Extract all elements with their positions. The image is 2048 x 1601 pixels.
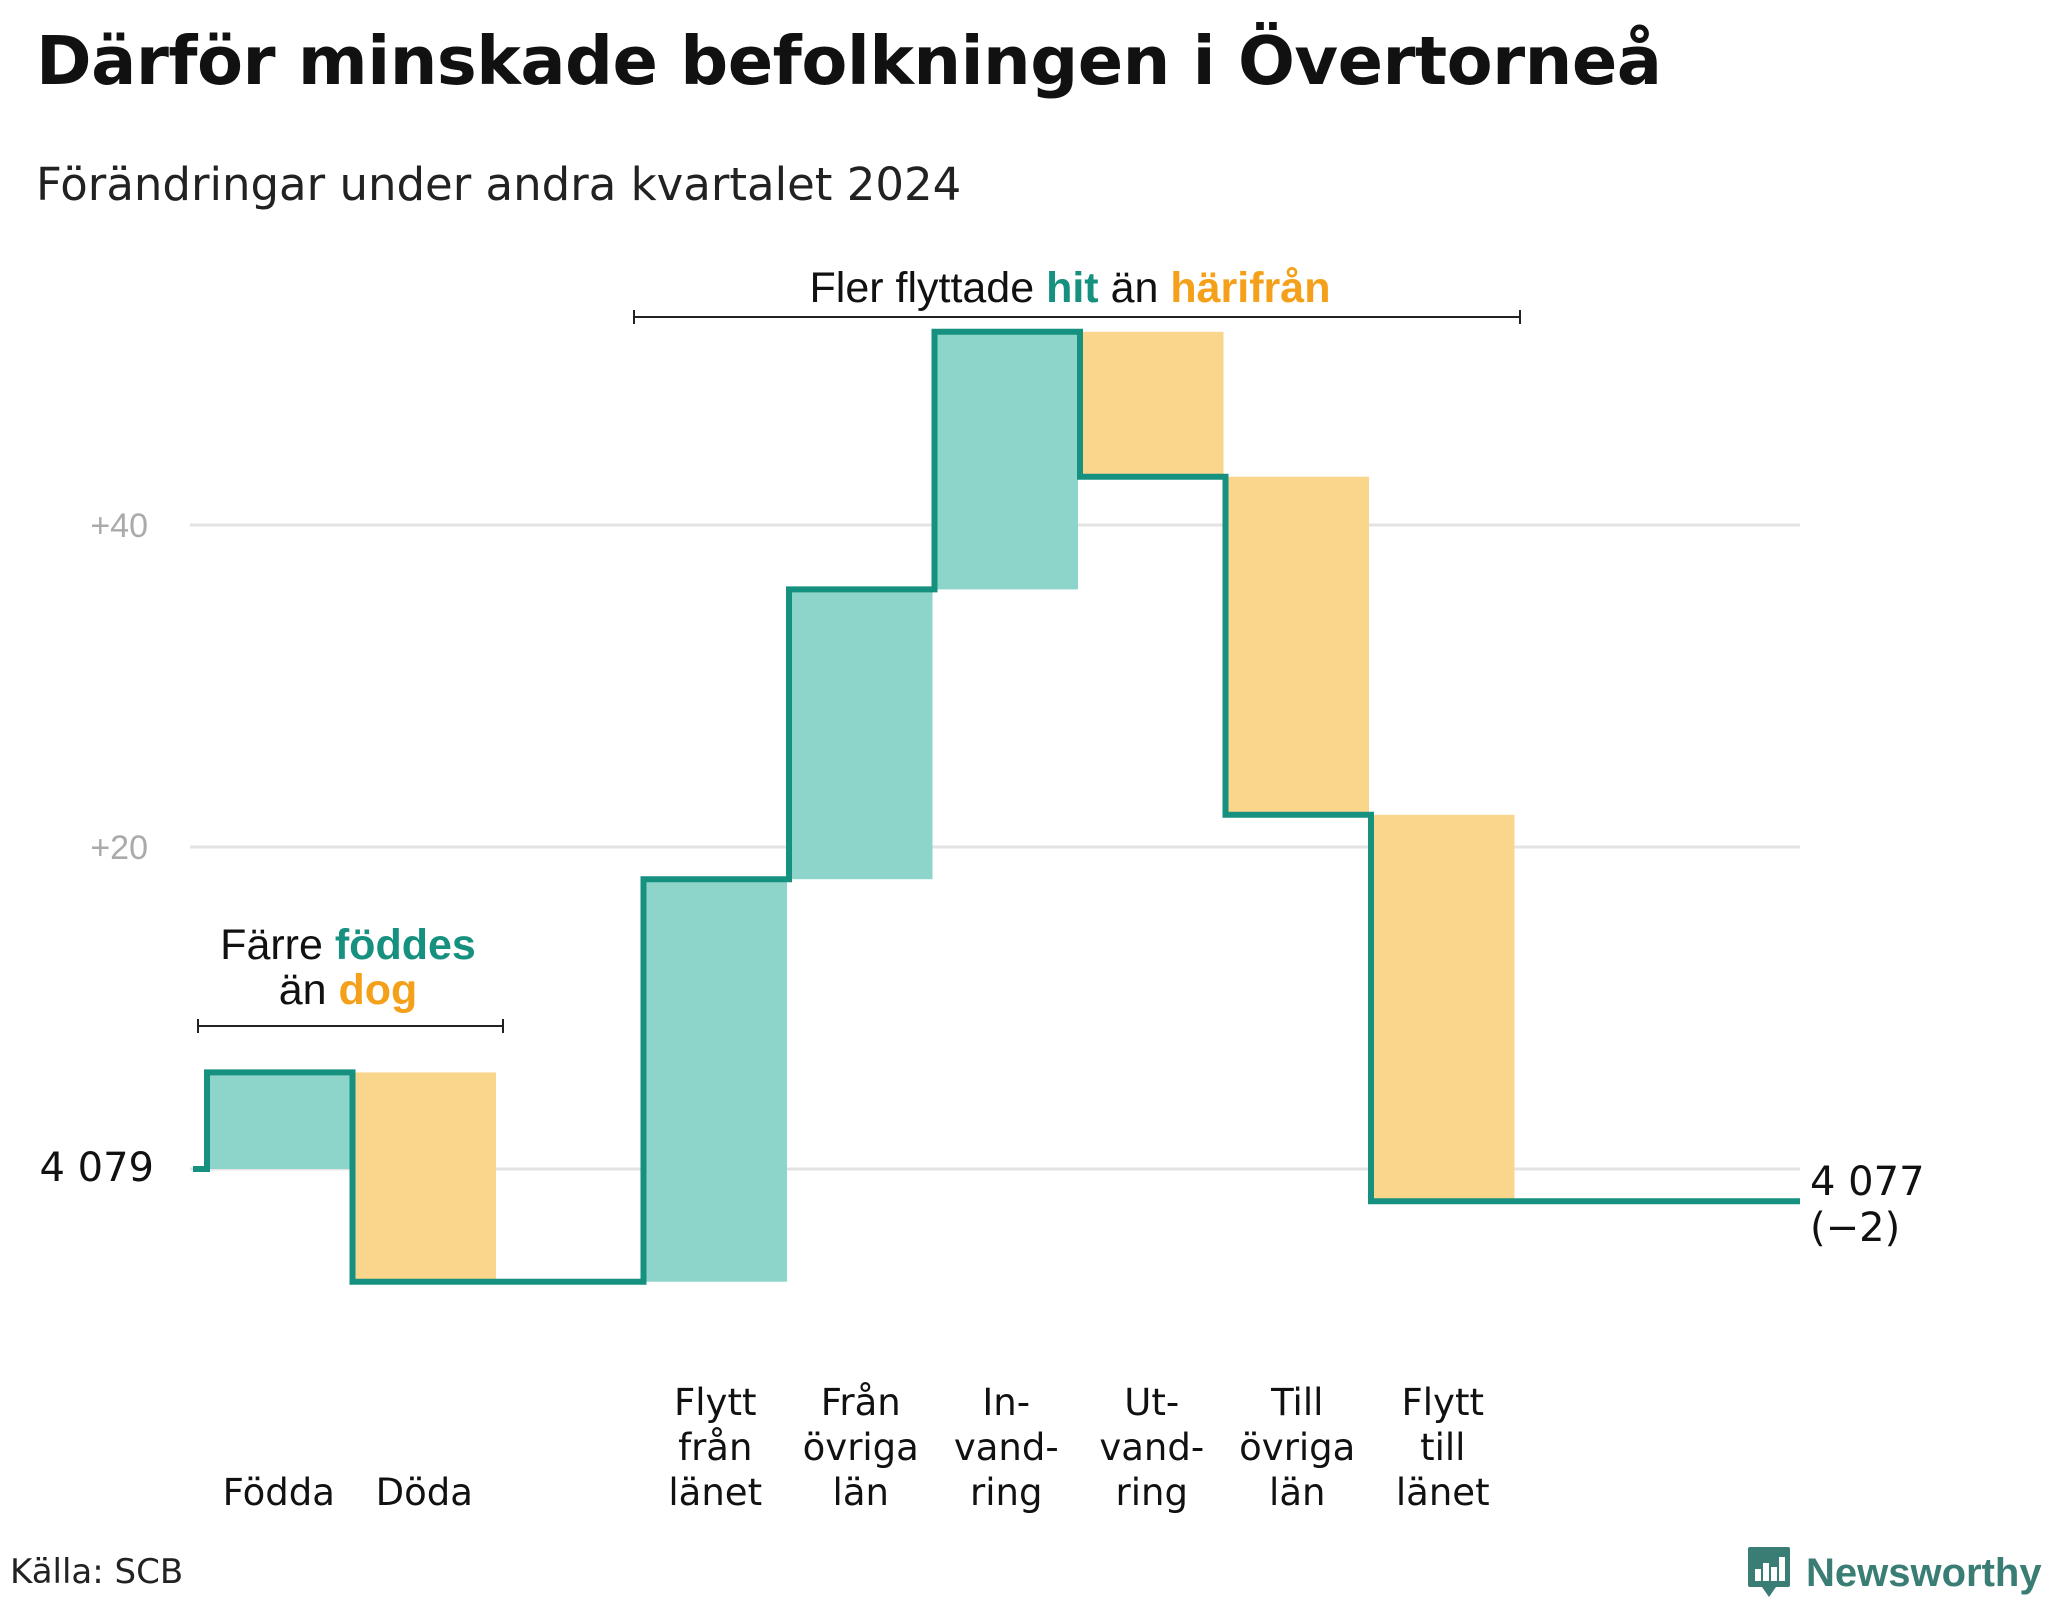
x-category-label: In- [982, 1381, 1030, 1424]
bar-till-övriga-län [1225, 476, 1369, 815]
final-change-label: (−2) [1810, 1205, 1900, 1251]
newsworthy-logo-icon [1748, 1547, 1790, 1597]
chart-title: Därför minskade befolkningen i Övertorne… [36, 22, 1662, 100]
y-tick-label: +40 [90, 507, 148, 545]
brand-name: Newsworthy [1806, 1550, 2042, 1595]
annotation-births: Färre föddes än dog [197, 921, 504, 1033]
chart-subtitle: Förändringar under andra kvartalet 2024 [36, 158, 962, 211]
bar-invandring [934, 331, 1078, 590]
annotation-moves-highlight-harifran: härifrån [1170, 264, 1330, 312]
x-category-label: län [833, 1471, 889, 1514]
annotation-moves-highlight-hit: hit [1046, 264, 1099, 312]
y-tick-label: +20 [90, 829, 148, 867]
source-note: Källa: SCB [10, 1552, 184, 1592]
baseline-label: 4 079 [39, 1145, 154, 1191]
bar-flytt-till-länet [1371, 814, 1515, 1202]
x-category-label: länet [1396, 1471, 1490, 1514]
bar-utvandring [1080, 331, 1224, 477]
x-category-label: Ut- [1124, 1381, 1179, 1424]
x-category-label: ring [970, 1471, 1042, 1514]
bar-födda [207, 1072, 351, 1169]
annotation-births-highlight-dog: dog [338, 966, 417, 1014]
x-category-label: övriga [1239, 1426, 1355, 1469]
x-category-label: ring [1116, 1471, 1188, 1514]
bars-layer [207, 331, 1515, 1282]
x-category-label: Döda [376, 1471, 473, 1514]
x-category-label: Flytt [1402, 1381, 1484, 1424]
line-layer [193, 328, 1800, 1285]
x-category-label: från [678, 1426, 752, 1469]
annotation-births-line1: Färre föddes [220, 921, 476, 969]
x-category-label: Födda [223, 1471, 335, 1514]
bar-döda [352, 1072, 496, 1282]
final-value-label: 4 077 [1810, 1159, 1925, 1205]
x-category-label: övriga [803, 1426, 919, 1469]
annotation-births-line2: än dog [279, 966, 418, 1014]
bar-flytt-från-länet [643, 879, 787, 1282]
x-category-label: vand- [1099, 1426, 1204, 1469]
annotation-births-highlight-fodda: föddes [335, 921, 476, 969]
x-category-label: länet [668, 1471, 762, 1514]
x-category-label: vand- [954, 1426, 1059, 1469]
brand-logo: Newsworthy [1746, 1545, 2042, 1601]
annotation-moves: Fler flyttade hit än härifrån [633, 264, 1521, 324]
x-category-label: Flytt [674, 1381, 756, 1424]
x-category-label: län [1269, 1471, 1325, 1514]
x-category-label: till [1420, 1426, 1465, 1469]
bar-från-övriga-län [789, 589, 933, 880]
annotation-moves-text: Fler flyttade hit än härifrån [810, 264, 1331, 312]
x-category-label: Från [821, 1381, 901, 1424]
x-category-label: Till [1270, 1381, 1323, 1424]
cumulative-step-line [193, 328, 1800, 1285]
